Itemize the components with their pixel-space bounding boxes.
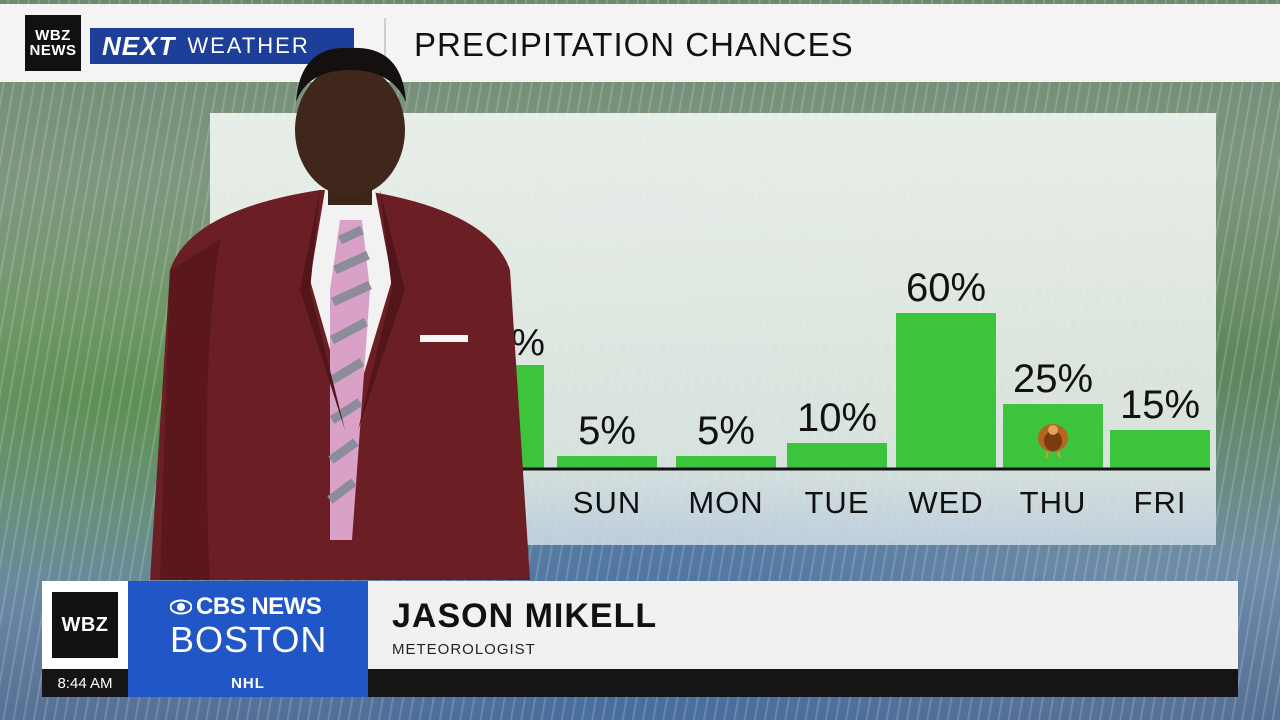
bar-mon [676,456,776,469]
bar-value-label-thu: 25% [1013,357,1093,401]
ticker-bar: 8:44 AM NHL [42,669,1238,697]
header-divider [384,18,386,72]
wbz-logo: WBZ [52,592,118,658]
wbz-news-logo: WBZ NEWS [25,15,81,71]
category-label-thu: THU [1020,485,1087,520]
cbs-eye-icon [170,599,192,615]
logo-line-1: WBZ [35,27,71,44]
logo-line-2: NEWS [29,42,77,59]
wbz-logo-box: WBZ [42,581,128,669]
bar-fri [1110,430,1210,469]
chart-svg: % 5% SUN 5% MON 10% TUE 60% WED 25% THU 15% FRI [218,266,1210,520]
city-label: BOSTON [170,619,328,660]
presenter-figure [150,47,530,580]
network-label: CBS NEWS [196,593,322,620]
cbs-news-line: CBS NEWS [170,593,368,621]
page-title: PRECIPITATION CHANCES [414,26,854,63]
bar-value-label-mon: 5% [697,409,755,453]
bar-value-label-wed: 60% [906,266,986,310]
ticker-time: 8:44 AM [57,674,113,692]
next-weather-badge: NEXT WEATHER [90,28,354,64]
lower-third: WBZ CBS NEWS BOSTON JASON MIKELL METEORO… [42,581,1238,669]
turkey-icon [1038,424,1068,459]
brand-weather: WEATHER [187,33,310,58]
bar-value-label-sun: 5% [578,409,636,453]
header-bar: WBZ NEWS NEXT WEATHER PRECIPITATION CHAN… [0,4,1280,82]
category-label-fri: FRI [1134,485,1187,520]
presenter-name: JASON MIKELL [392,597,658,635]
bar-value-label-tue: 10% [797,396,877,440]
category-label-tue: TUE [805,485,870,520]
bar-sun [557,456,657,469]
category-label-sun: SUN [573,485,641,520]
bar-value-label-fri: 15% [1120,383,1200,427]
bar-tue [787,443,887,469]
category-label-wed: WED [908,485,983,520]
cbs-news-boston-brand: CBS NEWS BOSTON [128,581,368,669]
ticker-topic: NHL [128,669,368,697]
bar-hidden-value-label: % [511,322,545,364]
bar-wed [896,313,996,469]
brand-next: NEXT [102,30,176,61]
presenter-role: METEOROLOGIST [392,641,536,658]
category-label-mon: MON [688,485,763,520]
